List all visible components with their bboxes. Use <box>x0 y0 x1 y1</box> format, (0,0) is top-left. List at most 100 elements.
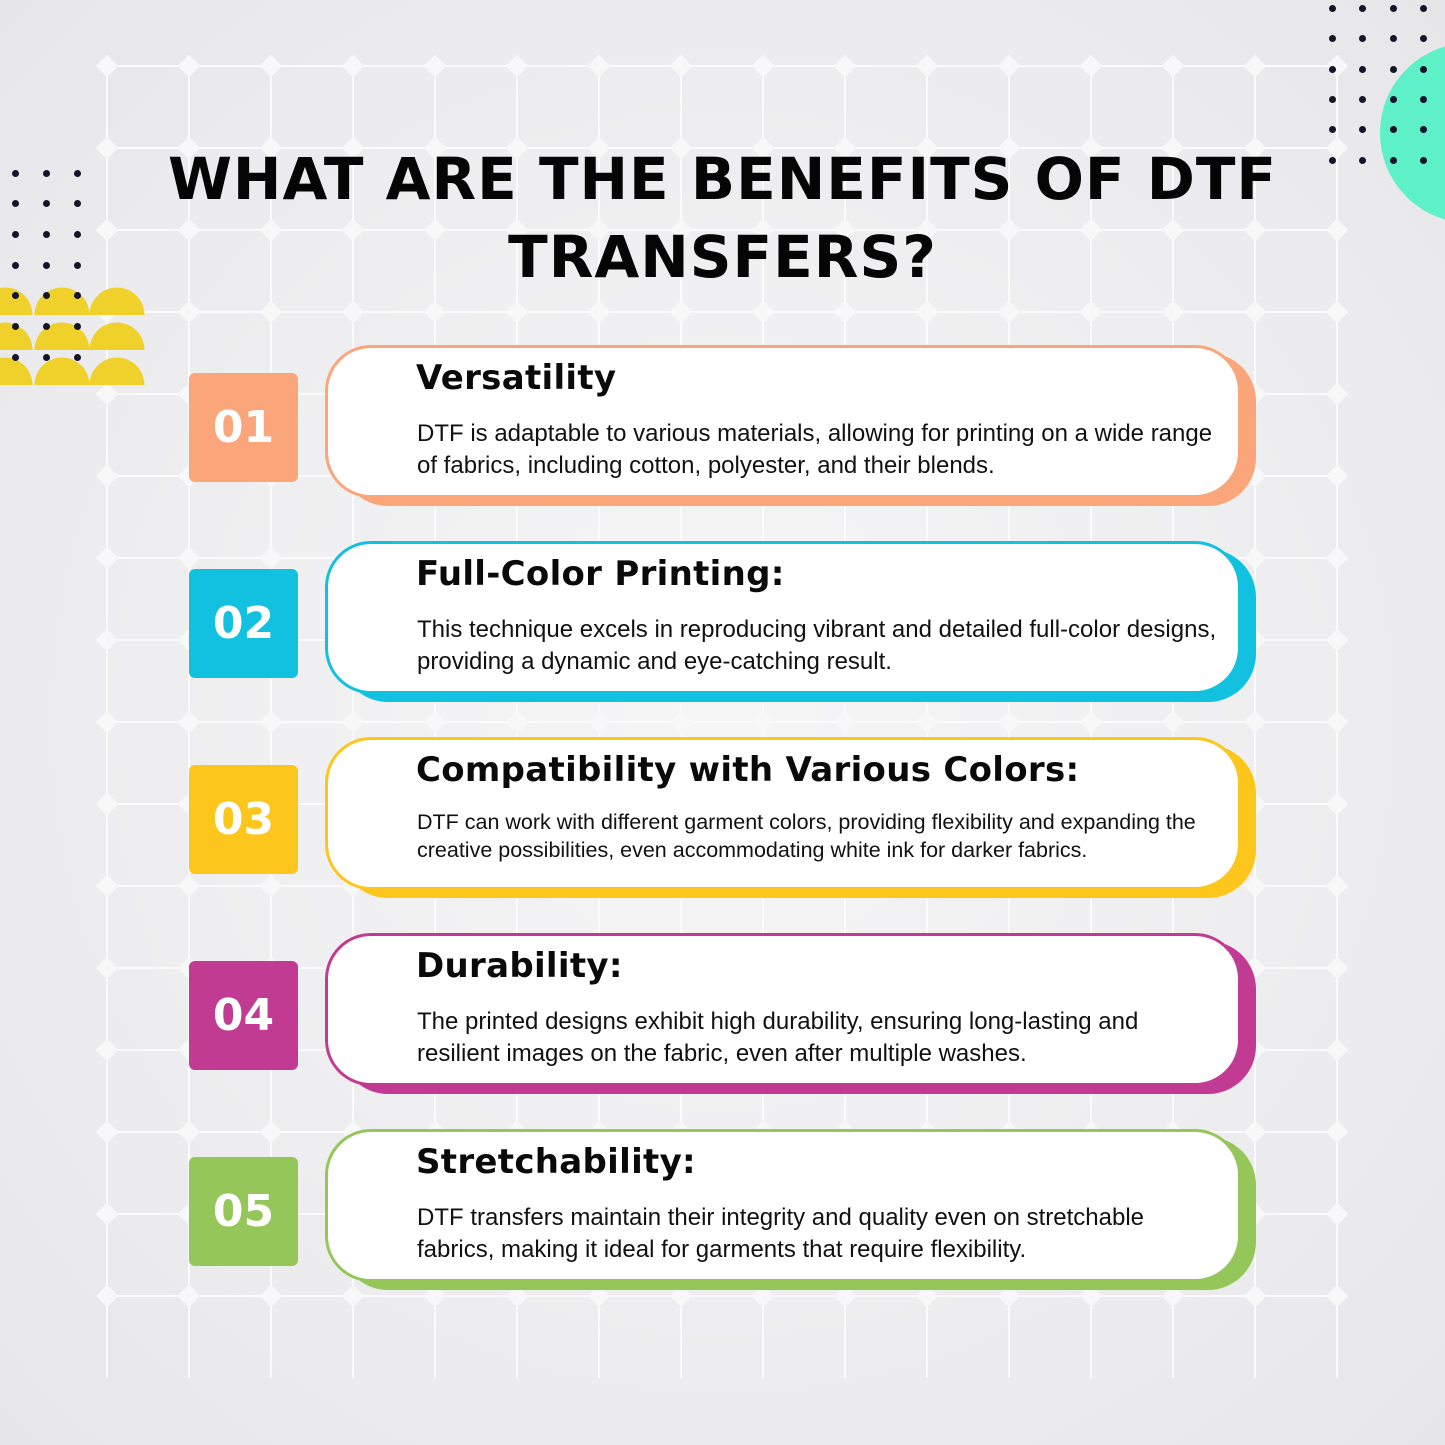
grid-node <box>1325 1038 1349 1062</box>
benefit-card: Compatibility with Various Colors: DTF ca… <box>325 737 1241 890</box>
dot-decoration <box>1329 35 1336 42</box>
dot-decoration <box>43 292 50 299</box>
grid-node <box>95 628 119 652</box>
benefit-description: DTF is adaptable to various materials, a… <box>417 420 1213 479</box>
grid-node <box>1079 300 1103 324</box>
grid-node <box>1079 1284 1103 1308</box>
dot-decoration <box>1390 35 1397 42</box>
grid-node <box>1325 218 1349 242</box>
grid-node <box>997 710 1021 734</box>
dot-decoration <box>1359 66 1366 73</box>
grid-node <box>587 54 611 78</box>
benefit-card: Versatility DTF is adaptable to various m… <box>325 345 1241 498</box>
dot-decoration <box>12 354 19 361</box>
benefit-description: DTF can work with different garment colo… <box>417 810 1196 862</box>
grid-node <box>915 300 939 324</box>
grid-node <box>95 136 119 160</box>
grid-node <box>1161 54 1185 78</box>
grid-node <box>177 1120 201 1144</box>
grid-node <box>833 300 857 324</box>
grid-node <box>177 546 201 570</box>
grid-node <box>95 1202 119 1226</box>
benefit-heading: Stretchability: <box>416 1142 696 1182</box>
benefit-heading: Durability: <box>416 946 623 986</box>
grid-node <box>341 710 365 734</box>
grid-node <box>915 710 939 734</box>
yellow-semicircle-decoration <box>89 287 145 315</box>
dot-decoration <box>1420 5 1427 12</box>
dot-decoration <box>1359 5 1366 12</box>
benefit-number-badge: 03 <box>189 765 298 874</box>
dot-decoration <box>1359 126 1366 133</box>
dot-decoration <box>74 292 81 299</box>
grid-node <box>1243 1120 1267 1144</box>
dot-decoration <box>12 231 19 238</box>
grid-node <box>1325 1120 1349 1144</box>
grid-node <box>505 1284 529 1308</box>
grid-node <box>259 1120 283 1144</box>
grid-node <box>1325 710 1349 734</box>
yellow-semicircle-decoration <box>34 287 90 315</box>
grid-node <box>669 710 693 734</box>
grid-node <box>177 710 201 734</box>
yellow-semicircle-decoration <box>89 322 145 350</box>
dot-decoration <box>74 323 81 330</box>
benefit-heading: Full-Color Printing: <box>416 554 785 594</box>
grid-node <box>341 300 365 324</box>
grid-node <box>997 1284 1021 1308</box>
benefit-description: The printed designs exhibit high durabil… <box>417 1008 1139 1067</box>
grid-node <box>833 710 857 734</box>
dot-decoration <box>43 200 50 207</box>
yellow-semicircle-decoration <box>89 357 145 385</box>
grid-node <box>1325 956 1349 980</box>
grid-node <box>751 710 775 734</box>
grid-node <box>423 1284 447 1308</box>
dot-decoration <box>1359 35 1366 42</box>
grid-node <box>1243 874 1267 898</box>
grid-node <box>997 54 1021 78</box>
grid-node <box>833 54 857 78</box>
grid-node <box>177 1284 201 1308</box>
dot-decoration <box>12 170 19 177</box>
benefit-heading: Compatibility with Various Colors: <box>416 750 1080 790</box>
grid-node <box>177 874 201 898</box>
grid-node <box>669 1284 693 1308</box>
dot-decoration <box>74 262 81 269</box>
dot-decoration <box>1420 96 1427 103</box>
grid-node <box>95 546 119 570</box>
grid-node <box>1325 464 1349 488</box>
grid-node <box>587 710 611 734</box>
dot-decoration <box>74 354 81 361</box>
grid-node <box>95 464 119 488</box>
grid-node <box>997 300 1021 324</box>
grid-node <box>1325 628 1349 652</box>
grid-node <box>177 54 201 78</box>
benefit-number-badge: 01 <box>189 373 298 482</box>
grid-node <box>95 382 119 406</box>
grid-node <box>1243 1284 1267 1308</box>
grid-node <box>1161 710 1185 734</box>
dot-decoration <box>12 323 19 330</box>
grid-node <box>587 1284 611 1308</box>
dot-decoration <box>12 200 19 207</box>
grid-node <box>1079 710 1103 734</box>
dot-decoration <box>1390 126 1397 133</box>
grid-node <box>95 1120 119 1144</box>
grid-node <box>833 1284 857 1308</box>
grid-node <box>1325 1284 1349 1308</box>
dot-decoration <box>1329 126 1336 133</box>
dot-decoration <box>1390 157 1397 164</box>
benefit-card: Durability: The printed designs exhibit h… <box>325 933 1241 1086</box>
mint-circle-decoration <box>1380 46 1445 220</box>
grid-node <box>669 54 693 78</box>
grid-node <box>1161 1284 1185 1308</box>
grid-node <box>1161 300 1185 324</box>
grid-node <box>1325 874 1349 898</box>
dot-decoration <box>1329 157 1336 164</box>
grid-node <box>259 1284 283 1308</box>
dot-decoration <box>1329 66 1336 73</box>
yellow-semicircle-decoration <box>34 357 90 385</box>
grid-node <box>1079 54 1103 78</box>
dot-decoration <box>43 170 50 177</box>
grid-node <box>1325 136 1349 160</box>
